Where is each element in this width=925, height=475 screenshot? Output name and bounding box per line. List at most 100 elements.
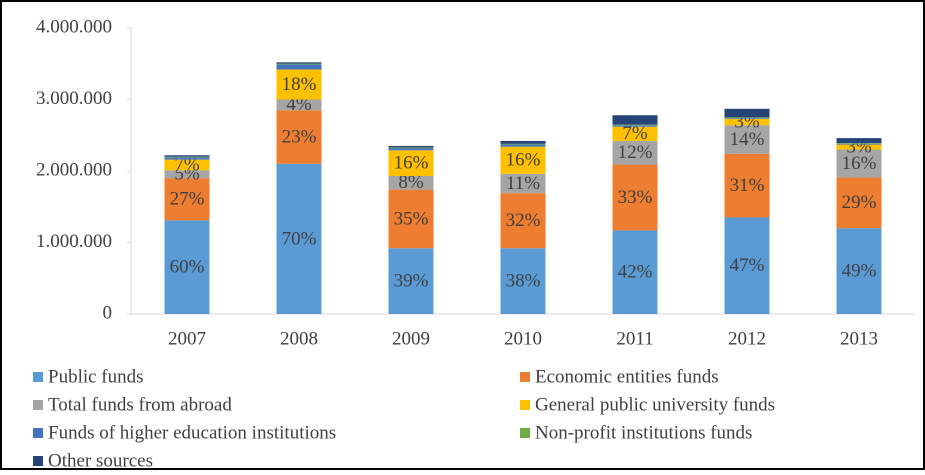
y-tick-label: 4.000.000: [36, 16, 112, 37]
bar-segment: [612, 125, 658, 127]
data-label: 70%: [282, 228, 317, 249]
legend-swatch: [33, 400, 43, 410]
bar-segment: [164, 170, 210, 179]
data-label: 11%: [506, 173, 540, 194]
data-label: 16%: [506, 150, 541, 171]
bar-segment: [388, 147, 434, 149]
data-label: 12%: [618, 142, 653, 163]
x-tick-label: 2009: [392, 328, 430, 349]
data-label: 38%: [506, 270, 541, 291]
bar-segment: [164, 178, 210, 221]
bar-segment: [836, 144, 882, 150]
bar-segment: [500, 248, 546, 314]
data-label: 7%: [622, 123, 648, 144]
bar-segment: [612, 230, 658, 314]
data-label: 35%: [394, 208, 429, 229]
bar-segment: [276, 63, 322, 65]
bar-segment: [724, 117, 770, 119]
bar-segment: [164, 159, 210, 171]
bar-segment: [164, 156, 210, 158]
legend-label: General public university funds: [535, 394, 775, 415]
x-tick-label: 2011: [616, 328, 653, 349]
bar-segment: [500, 143, 546, 145]
data-label: 8%: [398, 172, 424, 193]
bar-segment: [164, 157, 210, 160]
data-label: 32%: [506, 210, 541, 231]
legend-swatch: [33, 428, 43, 438]
legend-swatch: [33, 372, 43, 382]
data-label: 23%: [282, 126, 317, 147]
bar-segment: [836, 143, 882, 144]
x-tick-label: 2007: [168, 328, 206, 349]
x-tick-label: 2008: [280, 328, 318, 349]
bar-segment: [724, 118, 770, 126]
bar-segment: [388, 248, 434, 314]
bar-segment: [276, 64, 322, 70]
bar-segment: [612, 124, 658, 126]
legend-label: Economic entities funds: [535, 366, 719, 387]
x-tick-label: 2010: [504, 328, 542, 349]
data-label: 39%: [394, 270, 429, 291]
legend-label: Public funds: [48, 366, 144, 387]
data-label: 18%: [282, 74, 317, 95]
data-label: 49%: [842, 260, 877, 281]
bar-segment: [836, 177, 882, 229]
legend-swatch: [33, 456, 43, 466]
bar-segment: [388, 176, 434, 190]
bar-segment: [388, 150, 434, 177]
bar-segment: [500, 193, 546, 249]
data-label: 14%: [730, 129, 765, 150]
bar-segment: [164, 155, 210, 157]
bar-segment: [836, 149, 882, 178]
data-label: 29%: [842, 192, 877, 213]
data-label: 27%: [170, 189, 205, 210]
data-label: 60%: [170, 257, 205, 278]
bar-segment: [836, 228, 882, 314]
bar-segment: [724, 125, 770, 154]
bar-segment: [164, 220, 210, 314]
y-tick-label: 3.000.000: [36, 88, 112, 109]
data-label: 16%: [394, 152, 429, 173]
bar-segment: [724, 108, 770, 118]
bar-segment: [836, 143, 882, 145]
bar-segment: [500, 144, 546, 147]
legend-swatch: [520, 428, 530, 438]
bar-segment: [500, 140, 546, 144]
bar-segment: [612, 140, 658, 165]
x-tick-label: 2012: [728, 328, 766, 349]
legend-swatch: [520, 400, 530, 410]
bar-segment: [388, 145, 434, 148]
data-label: 33%: [618, 187, 653, 208]
bar-segment: [724, 217, 770, 314]
bar-segment: [276, 110, 322, 164]
y-tick-label: 2.000.000: [36, 159, 112, 180]
y-tick-label: 1.000.000: [36, 231, 112, 252]
x-tick-label: 2013: [840, 328, 878, 349]
legend-label: Non-profit institutions funds: [535, 422, 752, 443]
bar-segment: [388, 189, 434, 249]
data-label: 16%: [842, 153, 877, 174]
bar-segment: [276, 69, 322, 100]
bar-segment: [388, 148, 434, 151]
bar-segment: [724, 118, 770, 119]
bar-segment: [276, 62, 322, 64]
legend-swatch: [520, 372, 530, 382]
bar-segment: [612, 115, 658, 125]
bar-segment: [612, 126, 658, 141]
bar-segment: [724, 153, 770, 218]
legend-label: Other sources: [48, 450, 153, 470]
legend-label: Total funds from abroad: [48, 394, 232, 415]
data-label: 31%: [730, 175, 765, 196]
bar-segment: [500, 146, 546, 174]
legend-label: Funds of higher education institutions: [48, 422, 336, 443]
bar-segment: [276, 99, 322, 111]
bar-segment: [612, 164, 658, 231]
bar-segment: [500, 173, 546, 194]
bar-segment: [276, 163, 322, 314]
data-label: 47%: [730, 255, 765, 276]
data-label: 42%: [618, 262, 653, 283]
bar-segment: [836, 138, 882, 144]
